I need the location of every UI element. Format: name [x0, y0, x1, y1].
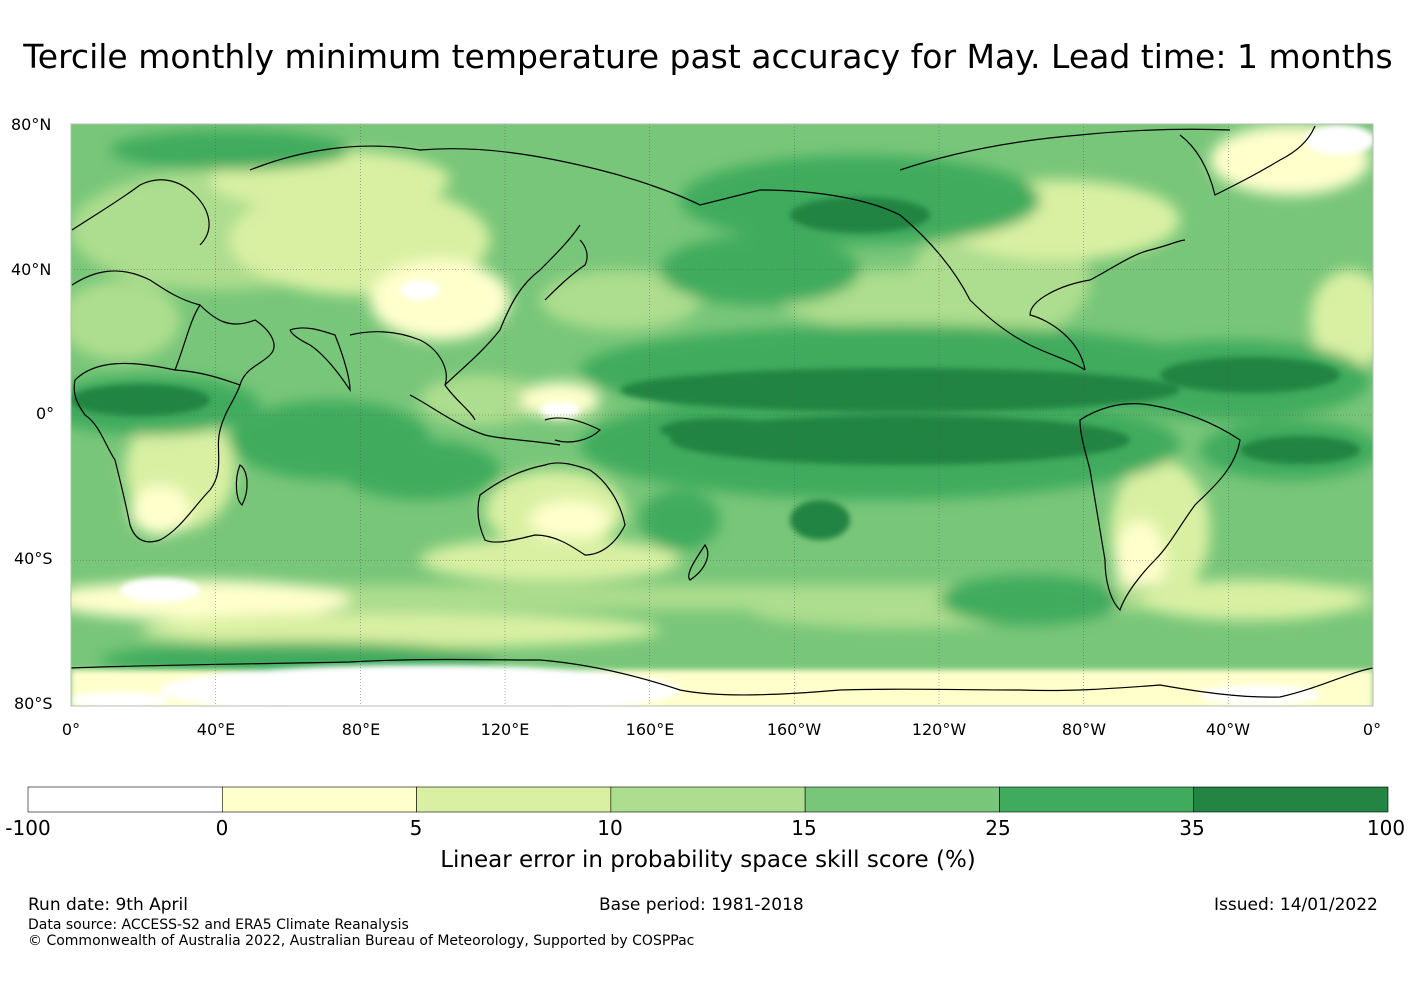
base-period: Base period: 1981-2018 — [599, 895, 804, 915]
colorbar-tick-neg100: -100 — [5, 816, 51, 840]
colorbar-swatch — [221, 786, 417, 813]
lat-label-40n: 40°N — [11, 260, 52, 279]
map-frame — [70, 123, 1374, 707]
colorbar-swatch — [1193, 786, 1389, 813]
colorbar-tick-25: 25 — [985, 816, 1011, 840]
lon-label-40w: 40°W — [1205, 720, 1251, 739]
colorbar-tick-5: 5 — [409, 816, 423, 840]
skill-field — [71, 124, 1373, 706]
colorbar-tick-15: 15 — [791, 816, 817, 840]
lat-label-80n: 80°N — [11, 115, 52, 134]
graticule — [71, 124, 1373, 706]
coastlines — [71, 125, 1373, 698]
colorbar-swatch — [610, 786, 806, 813]
lon-label-120w: 120°W — [911, 720, 967, 739]
lon-label-40e: 40°E — [196, 720, 236, 739]
colorbar-swatch — [804, 786, 1000, 813]
lon-label-120e: 120°E — [480, 720, 530, 739]
data-source: Data source: ACCESS-S2 and ERA5 Climate … — [28, 917, 409, 933]
copyright: © Commonwealth of Australia 2022, Austra… — [28, 933, 695, 949]
colorbar-swatch — [27, 786, 223, 813]
lon-label-80w: 80°W — [1061, 720, 1107, 739]
lat-label-40s: 40°S — [14, 549, 53, 568]
colorbar-swatch — [999, 786, 1195, 813]
lon-label-0w: 0° — [1362, 720, 1382, 739]
colorbar-label: Linear error in probability space skill … — [440, 847, 976, 873]
lat-label-eq: 0° — [36, 404, 55, 423]
chart-title: Tercile monthly minimum temperature past… — [23, 37, 1393, 76]
colorbar-tick-0: 0 — [215, 816, 229, 840]
lon-label-80e: 80°E — [341, 720, 381, 739]
run-date: Run date: 9th April — [28, 895, 188, 915]
colorbar — [27, 786, 1389, 813]
issued-date: Issued: 14/01/2022 — [1214, 895, 1378, 915]
colorbar-tick-100: 100 — [1366, 816, 1406, 840]
colorbar-tick-10: 10 — [597, 816, 623, 840]
colorbar-tick-35: 35 — [1179, 816, 1205, 840]
lon-label-160w: 160°W — [766, 720, 822, 739]
lat-label-80s: 80°S — [14, 694, 53, 713]
colorbar-swatch — [416, 786, 612, 813]
lon-label-0e: 0° — [61, 720, 81, 739]
lon-label-160e: 160°E — [625, 720, 675, 739]
